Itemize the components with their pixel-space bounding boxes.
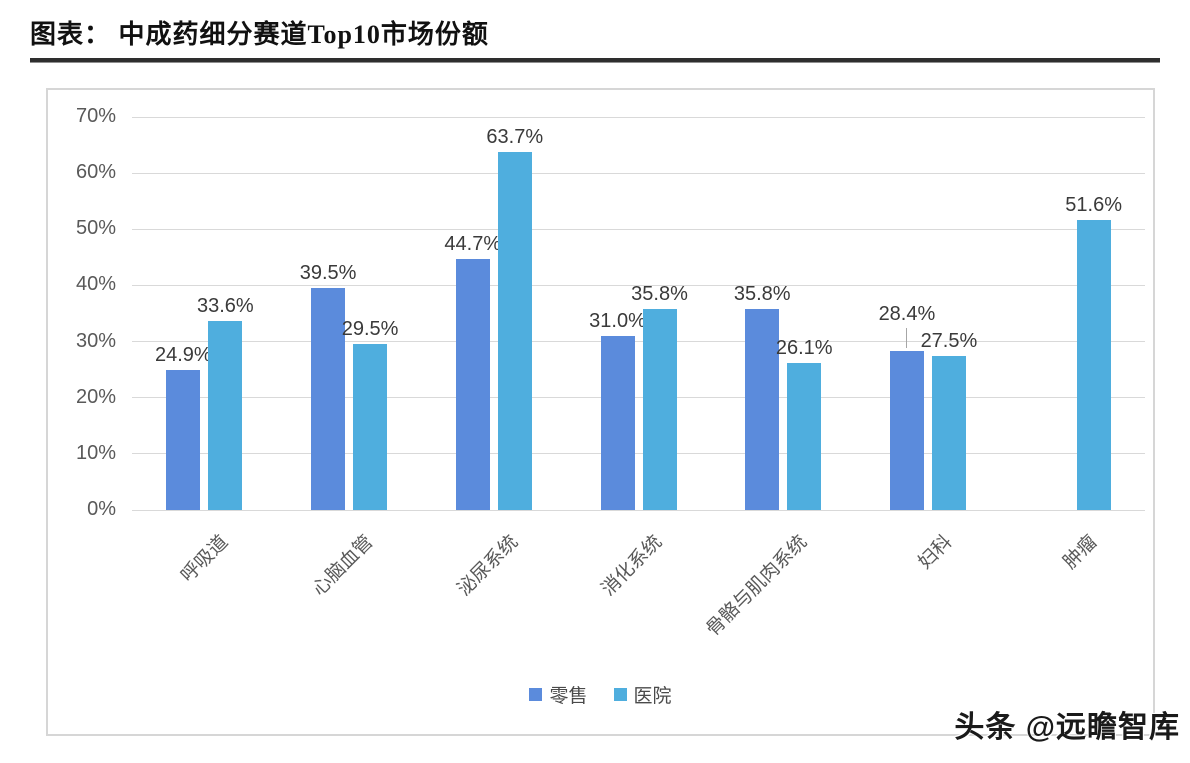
value-label: 39.5% — [299, 262, 357, 285]
bar-hospital — [642, 309, 677, 510]
y-axis-tick-label: 40% — [75, 273, 116, 296]
gridline — [132, 509, 1145, 511]
bar-hospital — [208, 321, 243, 510]
bar-retail — [745, 309, 780, 510]
bar-hospital — [1076, 220, 1111, 510]
legend-swatch — [529, 688, 543, 701]
value-label: 28.4% — [878, 302, 936, 325]
title-underline — [30, 58, 1160, 63]
gridline — [132, 172, 1145, 174]
value-label: 31.0% — [589, 309, 646, 332]
y-axis-tick-label: 10% — [75, 441, 116, 464]
legend-label: 零售 — [549, 686, 588, 707]
legend-label: 医院 — [633, 686, 672, 707]
bar-hospital — [497, 152, 532, 510]
value-label: 29.5% — [341, 318, 399, 341]
x-axis-category-label: 骨骼与肌肉系统 — [702, 531, 812, 641]
gridline — [132, 116, 1145, 118]
gridline — [132, 284, 1145, 286]
legend-item: 零售 — [529, 681, 588, 708]
y-axis-tick-label: 50% — [75, 217, 116, 240]
bar-retail — [166, 370, 201, 510]
watermark: 头条 @远瞻智库 — [954, 711, 1180, 744]
bar-retail — [311, 288, 346, 510]
value-label: 35.8% — [631, 283, 688, 305]
gridline — [132, 453, 1145, 455]
leader-line — [905, 327, 907, 348]
value-label: 44.7% — [444, 233, 502, 256]
bar-retail — [889, 350, 924, 510]
x-axis-category-label: 消化系统 — [598, 531, 667, 601]
legend-item: 医院 — [613, 681, 672, 708]
chart-title: 图表： 中成药细分赛道Top10市场份额 — [30, 20, 489, 49]
bar-hospital — [353, 344, 388, 510]
gridline — [132, 228, 1145, 230]
legend-swatch — [613, 688, 627, 701]
value-label: 63.7% — [486, 126, 544, 149]
x-axis-category-label: 肿瘤 — [1059, 531, 1102, 574]
x-axis-category-label: 妇科 — [914, 531, 957, 574]
bar-hospital — [787, 363, 822, 510]
bar-retail — [455, 259, 490, 510]
y-axis-tick-label: 0% — [87, 498, 116, 520]
bar-retail — [600, 335, 635, 510]
x-axis-category-label: 泌尿系统 — [453, 531, 523, 601]
value-label: 24.9% — [154, 344, 212, 367]
y-axis-tick-label: 70% — [75, 105, 116, 127]
y-axis-tick-label: 20% — [75, 385, 116, 408]
y-axis-tick-label: 30% — [75, 329, 116, 352]
gridline — [132, 341, 1145, 343]
value-label: 35.8% — [733, 283, 791, 305]
chart-legend: 零售 医院 — [48, 681, 1153, 708]
value-label: 33.6% — [196, 295, 254, 318]
value-label: 27.5% — [920, 329, 978, 352]
value-label: 51.6% — [1065, 194, 1122, 217]
gridline — [132, 397, 1145, 399]
x-axis-category-label: 呼吸道 — [177, 531, 233, 587]
x-axis-category-label: 心脑血管 — [308, 531, 378, 601]
y-axis-tick-label: 60% — [75, 161, 116, 184]
value-label: 26.1% — [775, 337, 833, 360]
chart-container: 0% 10% 20% 30% 40% 50% 60% 70% 24.9% 33.6% 呼吸道 39.5… — [46, 88, 1155, 736]
bar-hospital — [931, 355, 966, 510]
plot-area: 0% 10% 20% 30% 40% 50% 60% 70% 24.9% 33.6% 呼吸道 39.5… — [76, 105, 1145, 640]
